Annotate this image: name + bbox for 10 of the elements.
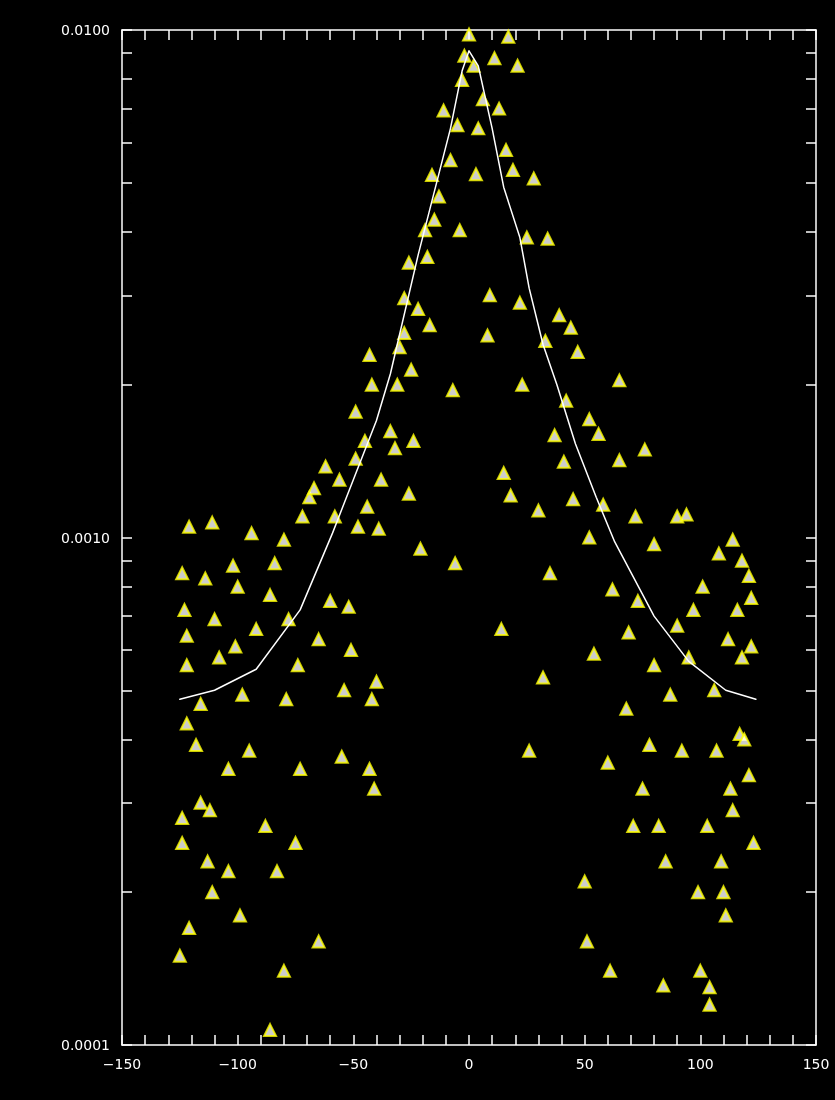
y-tick-label: 0.0001: [61, 1037, 110, 1053]
x-tick-label: 0: [464, 1056, 474, 1072]
y-tick-label: 0.0010: [61, 529, 110, 546]
x-tick-label: 100: [686, 1056, 714, 1072]
x-tick-label: 50: [575, 1056, 594, 1072]
y-tick-label: 0.0100: [61, 22, 110, 38]
x-tick-label: 150: [802, 1056, 830, 1072]
x-tick-label: −50: [338, 1056, 369, 1072]
x-tick-label: −150: [102, 1056, 142, 1072]
x-tick-label: −100: [218, 1056, 257, 1072]
